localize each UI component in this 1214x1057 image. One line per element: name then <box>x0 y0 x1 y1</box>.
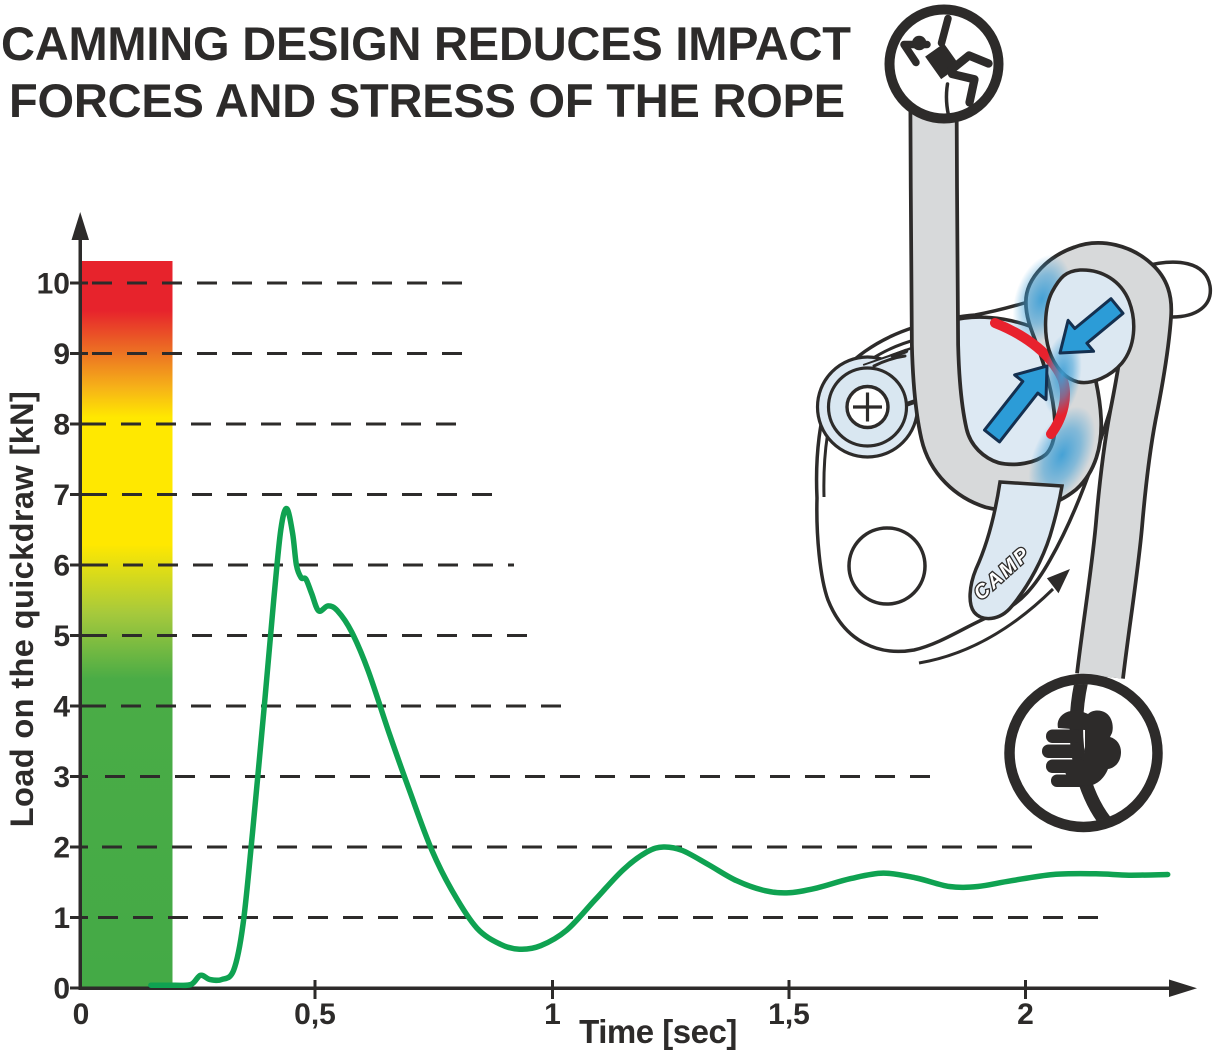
svg-text:9: 9 <box>53 338 70 371</box>
svg-text:2: 2 <box>53 832 70 865</box>
svg-text:Time [sec]: Time [sec] <box>579 1013 737 1050</box>
svg-text:10: 10 <box>37 268 70 301</box>
svg-text:Load on the quickdraw [kN]: Load on the quickdraw [kN] <box>4 391 40 828</box>
svg-text:1: 1 <box>53 902 70 935</box>
svg-text:0: 0 <box>53 973 70 1006</box>
svg-text:5: 5 <box>53 620 70 653</box>
svg-text:1,5: 1,5 <box>768 998 810 1031</box>
svg-text:6: 6 <box>53 550 70 583</box>
svg-text:8: 8 <box>53 409 70 442</box>
svg-text:3: 3 <box>53 761 70 794</box>
svg-text:0: 0 <box>73 998 90 1031</box>
svg-text:0,5: 0,5 <box>294 998 336 1031</box>
svg-text:CAMMING DESIGN REDUCES IMPACT: CAMMING DESIGN REDUCES IMPACT <box>1 17 851 70</box>
svg-text:7: 7 <box>53 479 70 512</box>
svg-text:4: 4 <box>53 691 70 724</box>
svg-text:2: 2 <box>1017 998 1034 1031</box>
svg-text:FORCES AND STRESS OF THE ROPE: FORCES AND STRESS OF THE ROPE <box>9 74 845 127</box>
svg-text:1: 1 <box>544 998 561 1031</box>
